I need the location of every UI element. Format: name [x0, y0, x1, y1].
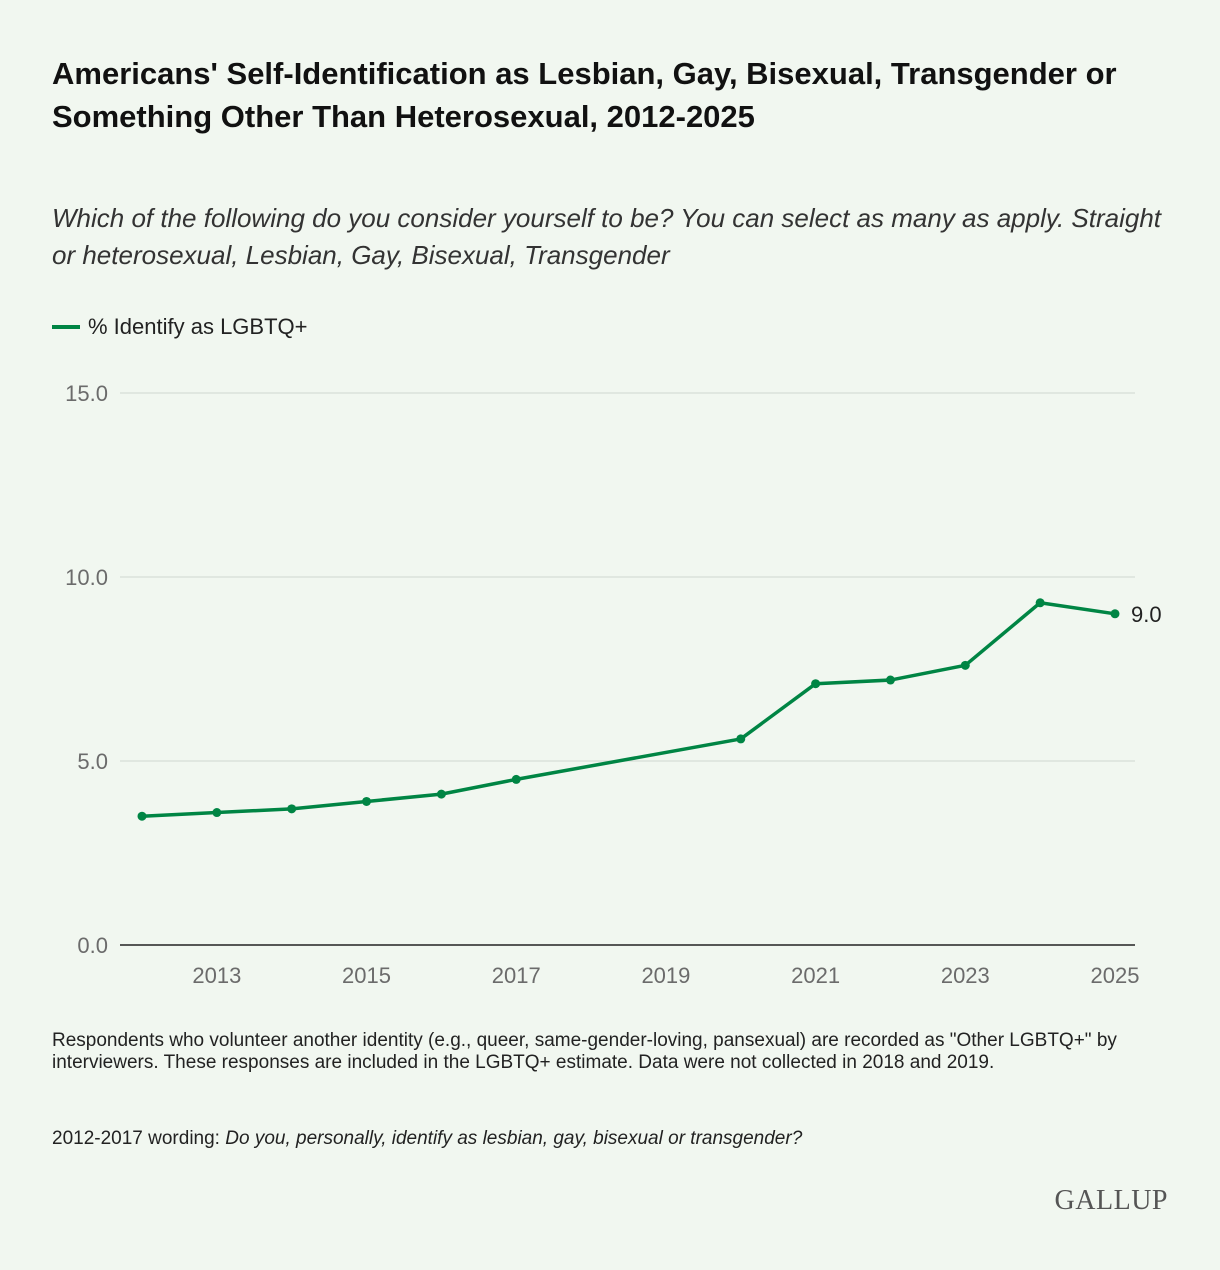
- data-point: [960, 660, 970, 670]
- data-point: [736, 734, 746, 744]
- data-point: [811, 679, 821, 689]
- chart-subtitle: Which of the following do you consider y…: [52, 203, 1161, 270]
- data-point: [362, 796, 372, 806]
- data-point: [137, 811, 147, 821]
- gallup-logo: GALLUP: [1054, 1185, 1168, 1216]
- series-line: [141, 601, 1116, 818]
- legend-label: % Identify as LGBTQ+: [88, 314, 308, 339]
- y-tick-label: 0.0: [77, 933, 108, 958]
- y-tick-label: 5.0: [77, 749, 108, 774]
- data-point: [885, 675, 895, 685]
- data-point: [1110, 609, 1120, 619]
- data-point: [287, 804, 297, 814]
- wording-label: 2012-2017 wording:: [52, 1128, 226, 1149]
- data-point: [511, 774, 521, 784]
- end-value-label: 9.0: [1131, 602, 1162, 627]
- x-tick-label: 2019: [641, 963, 690, 988]
- x-tick-label: 2015: [342, 963, 391, 988]
- footnote: Respondents who volunteer another identi…: [52, 1030, 1117, 1073]
- chart-title: Americans' Self-Identification as Lesbia…: [52, 56, 1117, 134]
- x-tick-label: 2025: [1091, 963, 1140, 988]
- x-tick-label: 2013: [192, 963, 241, 988]
- y-tick-label: 10.0: [65, 565, 108, 590]
- data-point: [1035, 598, 1045, 608]
- wording-note: 2012-2017 wording: Do you, personally, i…: [52, 1128, 802, 1150]
- data-point: [212, 808, 222, 818]
- legend-swatch: [52, 325, 80, 329]
- x-tick-label: 2023: [941, 963, 990, 988]
- wording-text: Do you, personally, identify as lesbian,…: [225, 1128, 803, 1149]
- line-chart: 0.0 5.0 10.0 15.0 2013 2015 2017 2019 2021 2023 20…: [65, 381, 1162, 988]
- data-point: [436, 789, 446, 799]
- x-tick-label: 2017: [492, 963, 541, 988]
- x-tick-label: 2021: [791, 963, 840, 988]
- y-tick-label: 15.0: [65, 381, 108, 406]
- legend: % Identify as LGBTQ+: [52, 314, 307, 340]
